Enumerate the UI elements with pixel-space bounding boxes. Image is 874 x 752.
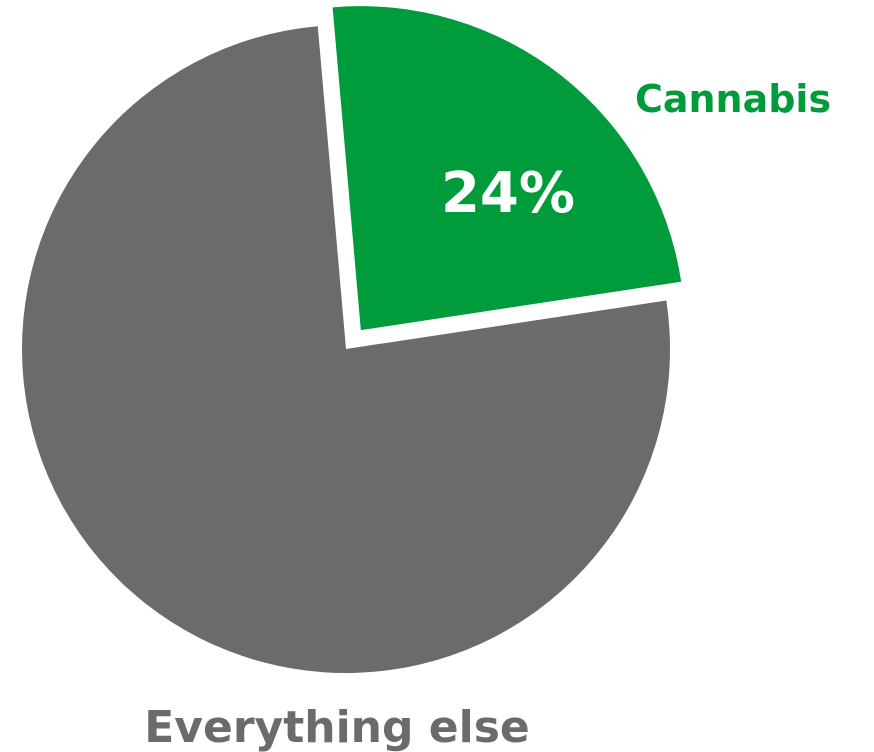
slice-value-label-cannabis: 24% bbox=[441, 161, 575, 226]
pie-slice-everything-else bbox=[21, 26, 670, 674]
slice-label-everything-else: Everything else bbox=[144, 702, 530, 752]
slice-label-cannabis: Cannabis bbox=[635, 77, 831, 121]
pie-slice-cannabis bbox=[332, 6, 682, 331]
